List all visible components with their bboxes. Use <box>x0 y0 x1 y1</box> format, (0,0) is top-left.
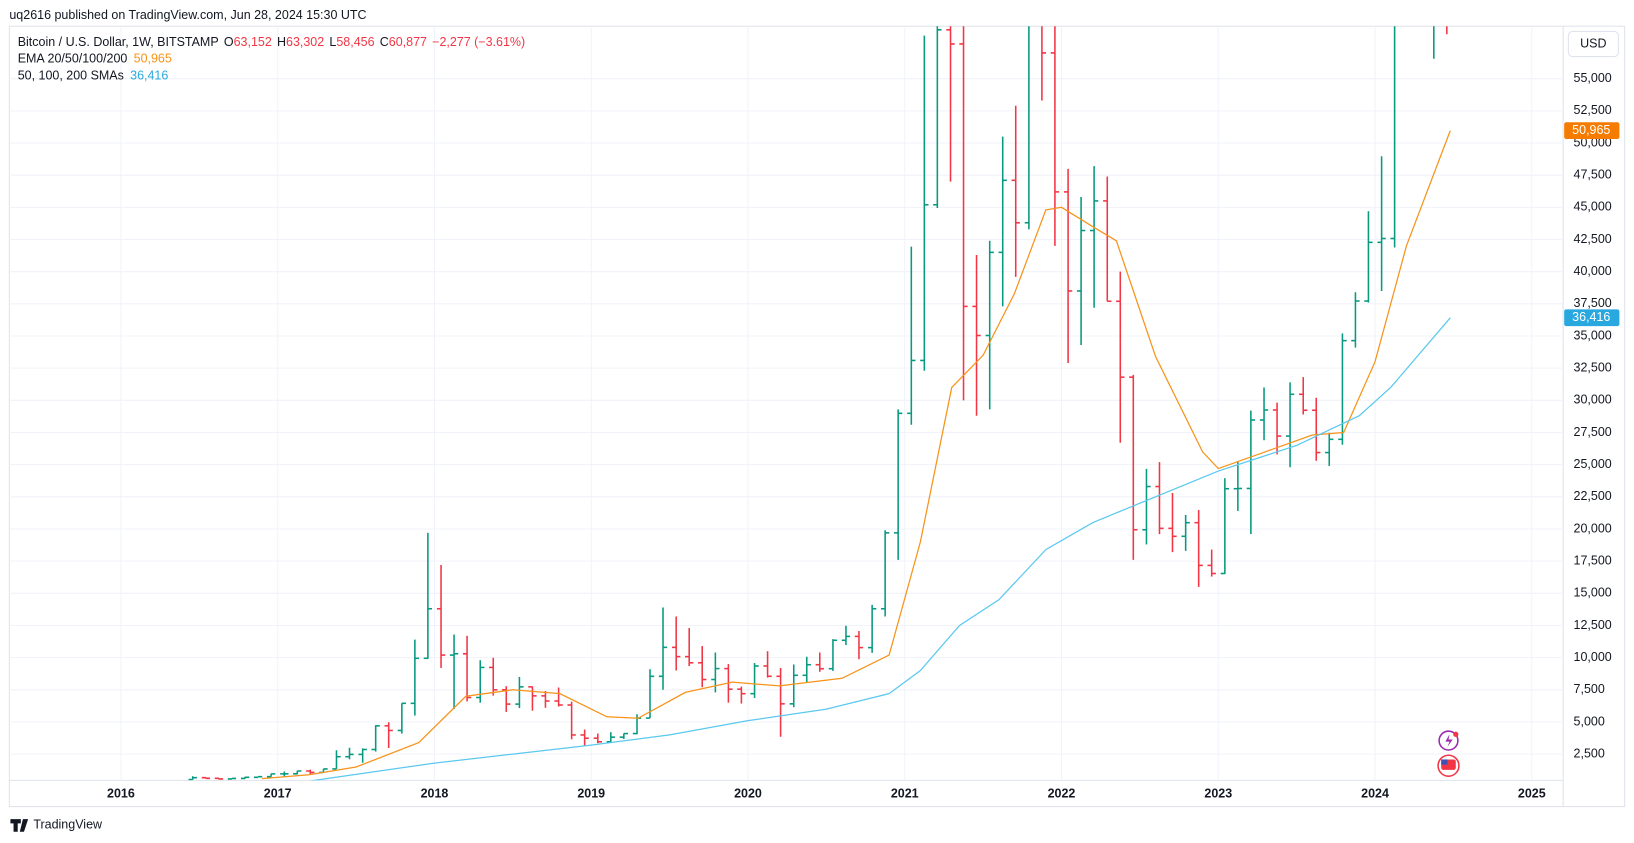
legend-value: 60,877 <box>389 35 427 49</box>
event-icon-bolt <box>1445 734 1453 747</box>
y-tick-label: 10,000 <box>1574 650 1612 664</box>
currency-label[interactable]: USD <box>1580 36 1606 50</box>
y-tick-label: 25,000 <box>1574 457 1612 471</box>
legend-name: EMA 20/50/100/200 <box>18 52 128 66</box>
frame <box>8 25 1626 808</box>
logo <box>10 819 29 832</box>
legend-value: 50,965 <box>134 52 172 66</box>
y-tick-label: 27,500 <box>1574 425 1612 439</box>
y-tick-label: 37,500 <box>1574 296 1612 310</box>
x-tick-label: 2021 <box>891 786 919 800</box>
legend-value: 58,456 <box>336 35 374 49</box>
x-tick-label: 2020 <box>734 786 762 800</box>
y-tick-label: 2,500 <box>1574 746 1605 760</box>
y-tick-label: 20,000 <box>1574 521 1612 535</box>
y-tick-label: 35,000 <box>1574 328 1612 342</box>
legend-ema: EMA 20/50/100/200 50,965 <box>18 52 172 66</box>
y-tick-label: 42,500 <box>1574 232 1612 246</box>
y-tick-label: 22,500 <box>1574 489 1612 503</box>
symbol: Bitcoin / U.S. Dollar, 1W, BITSTAMP <box>18 35 219 49</box>
plot <box>188 26 1451 781</box>
footer: TradingView <box>33 818 103 832</box>
x-tick-label: 2018 <box>421 786 449 800</box>
price-tag <box>1564 122 1620 139</box>
header: uq2616 published on TradingView.com, Jun… <box>9 8 366 22</box>
legend-value: 63,302 <box>286 35 324 49</box>
x-tick-label: 2022 <box>1048 786 1076 800</box>
legend-value: 63,152 <box>234 35 272 49</box>
legend-name: 50, 100, 200 SMAs <box>18 69 124 83</box>
currency-button[interactable] <box>1567 30 1619 58</box>
x-tick-label: 2016 <box>107 786 135 800</box>
legend-key: C <box>380 35 389 49</box>
price-tag-label: 50,965 <box>1572 123 1610 137</box>
x-tick-label: 2023 <box>1204 786 1232 800</box>
indicator-line <box>309 317 1451 781</box>
y-tick-label: 12,500 <box>1574 618 1612 632</box>
y-tick-label: 5,000 <box>1574 714 1605 728</box>
indicator-line <box>261 130 1451 780</box>
y-tick-label: 40,000 <box>1574 264 1612 278</box>
y-tick-label: 17,500 <box>1574 553 1612 567</box>
grid <box>10 26 1564 781</box>
x-tick-label: 2019 <box>577 786 605 800</box>
y-tick-label: 55,000 <box>1574 71 1612 85</box>
y-tick-label: 45,000 <box>1574 200 1612 214</box>
y-tick-label: 7,500 <box>1574 682 1605 696</box>
legend-value: 36,416 <box>130 69 168 83</box>
legend-key: O <box>224 35 234 49</box>
flag-canton <box>1441 759 1448 765</box>
y-tick-label: 47,500 <box>1574 167 1612 181</box>
legend-sma: 50, 100, 200 SMAs 36,416 <box>18 69 169 83</box>
legend-key: L <box>329 35 336 49</box>
x-tick-label: 2024 <box>1361 786 1389 800</box>
price-tag-label: 36,416 <box>1572 310 1610 324</box>
legend-key: H <box>277 35 286 49</box>
legend-change: −2,277 (−3.61%) <box>432 35 525 49</box>
y-tick-label: 15,000 <box>1574 586 1612 600</box>
event-dot <box>1453 731 1459 737</box>
price-tag <box>1564 309 1620 327</box>
x-tick-label: 2025 <box>1518 786 1546 800</box>
x-tick-label: 2017 <box>264 786 292 800</box>
legend-ohlc: Bitcoin / U.S. Dollar, 1W, BITSTAMP O63,1… <box>18 35 525 49</box>
axes: 2,500 5,000 7,500 10,000 12,500 15,000 17,500 2… <box>107 71 1620 800</box>
y-tick-label: 30,000 <box>1574 393 1612 407</box>
y-tick-label: 32,500 <box>1574 360 1612 374</box>
y-tick-label: 52,500 <box>1574 103 1612 117</box>
